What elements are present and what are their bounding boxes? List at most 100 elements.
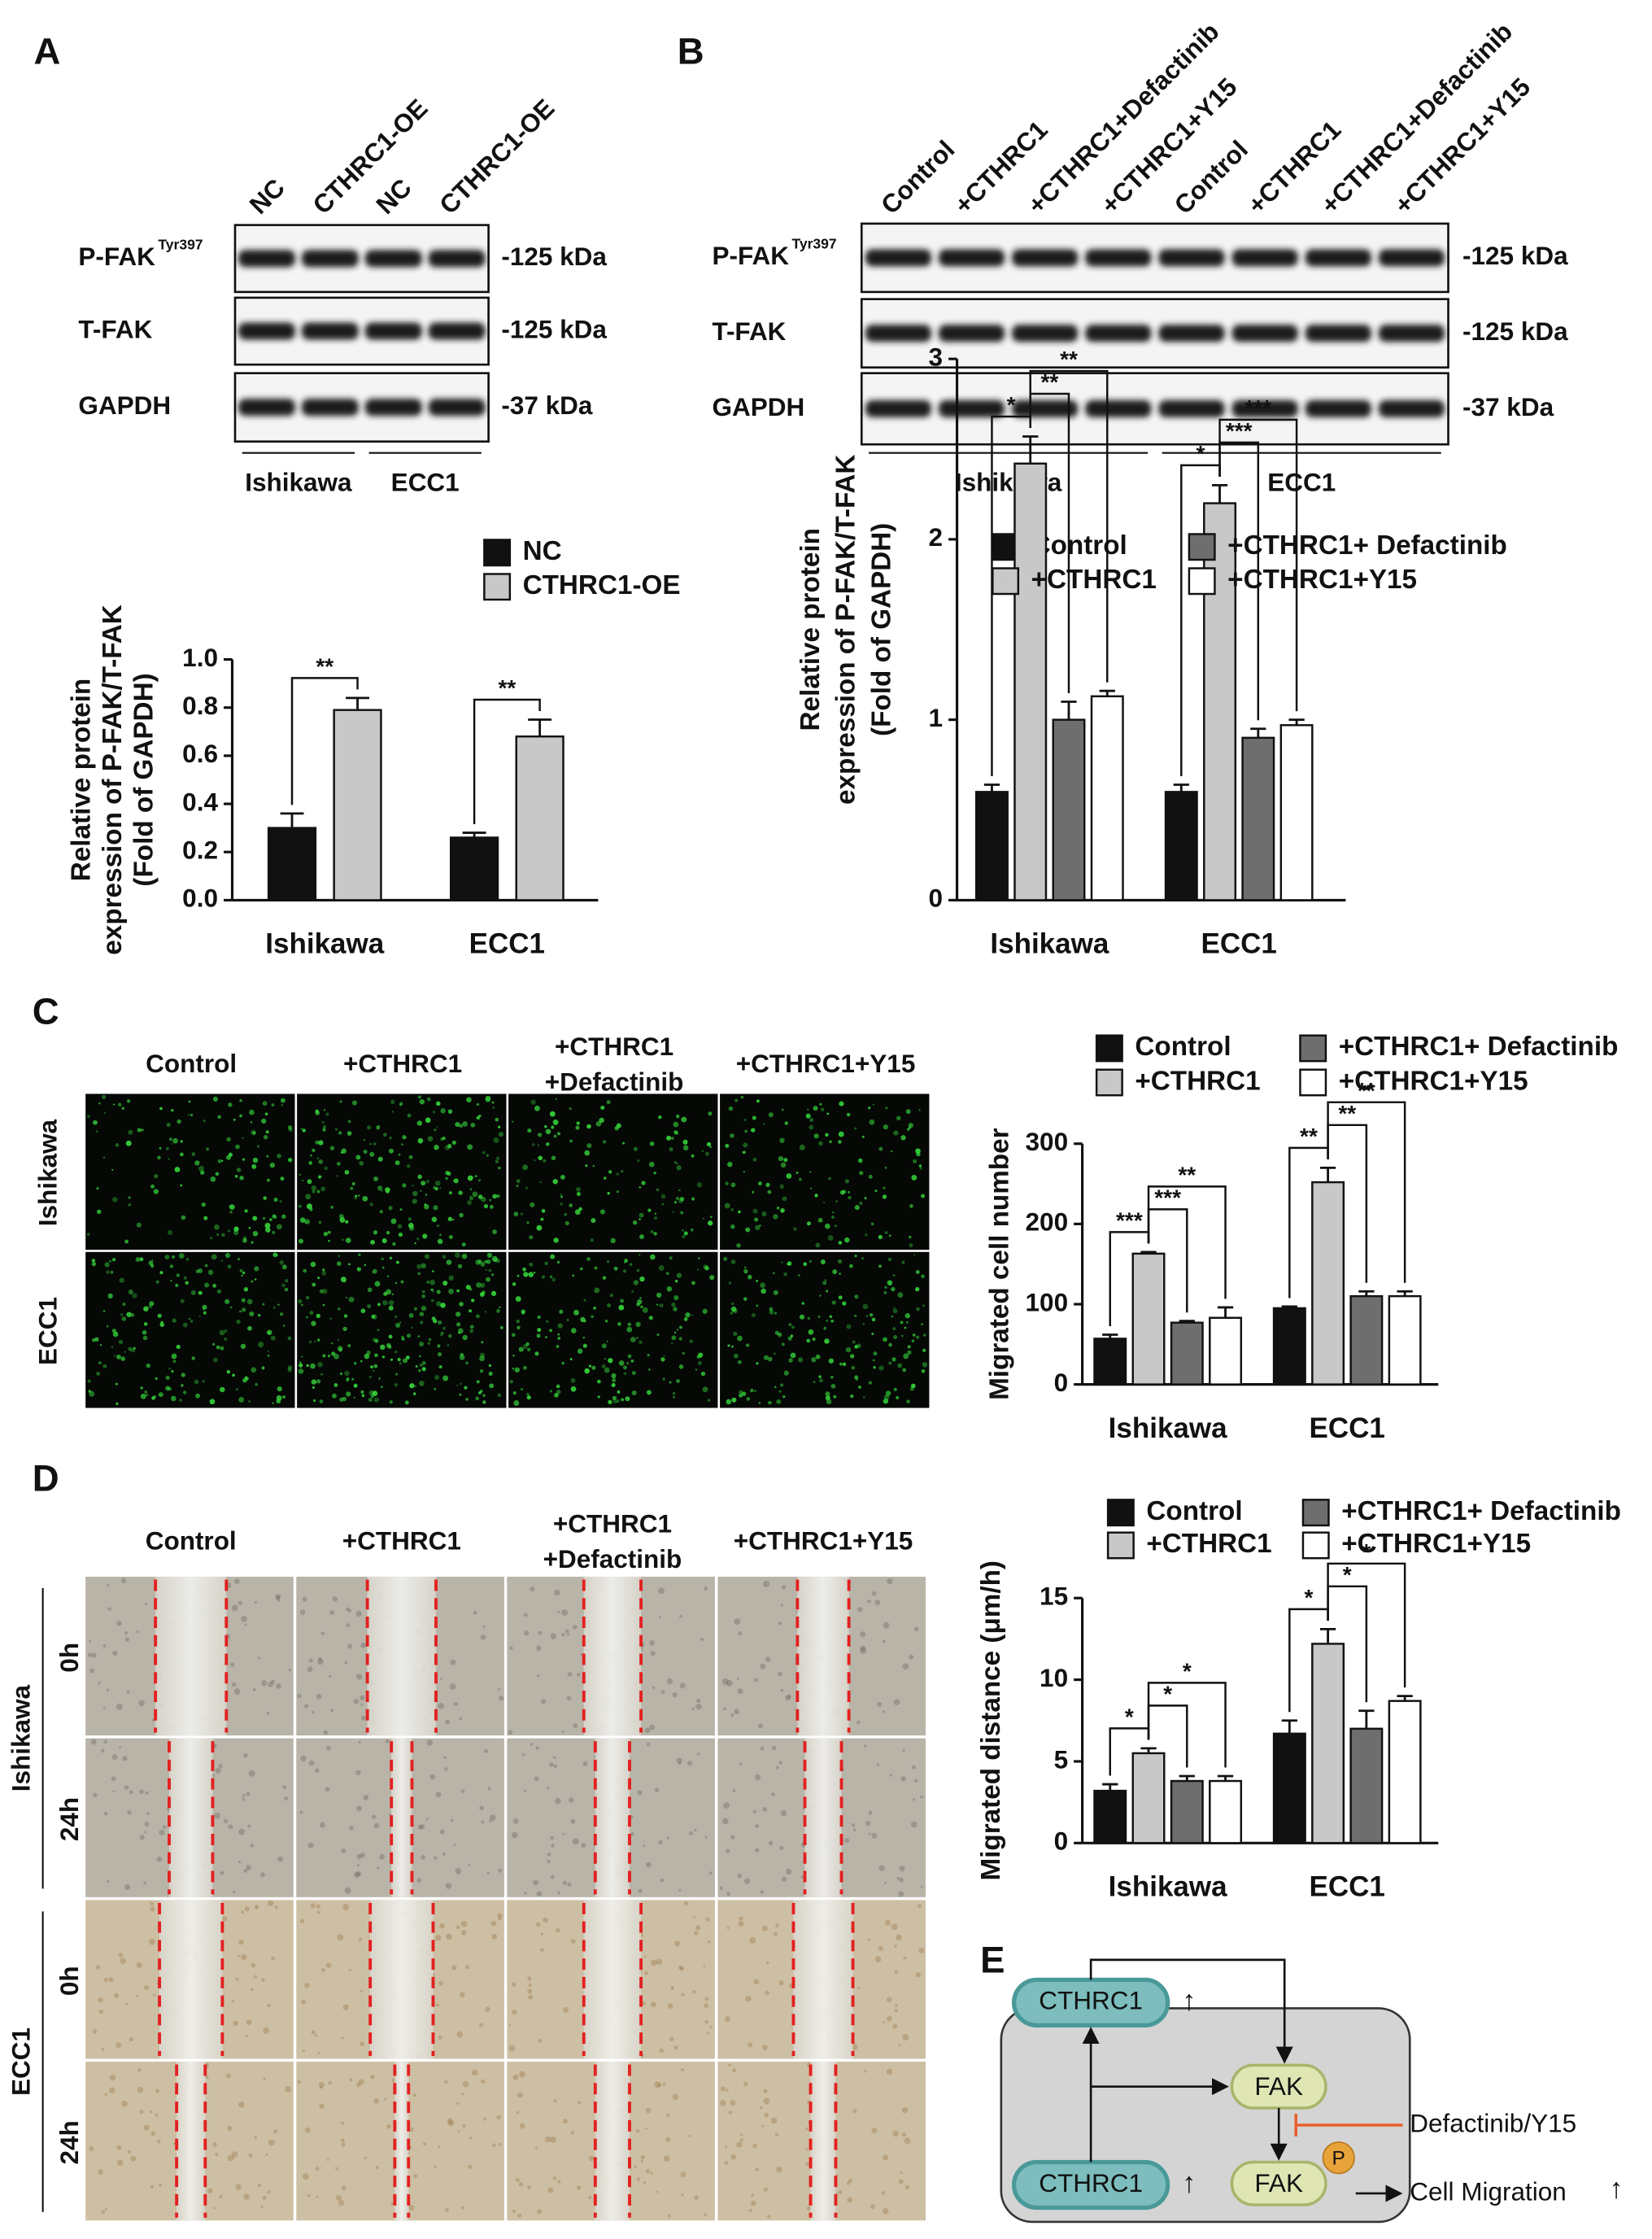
texture <box>867 1938 870 1941</box>
cell-dot <box>389 1148 394 1154</box>
texture <box>894 1970 899 1975</box>
cell-dot <box>616 1399 620 1403</box>
texture <box>473 1610 477 1615</box>
cell-dot <box>612 1395 617 1401</box>
y-axis-label: (Fold of GAPDH) <box>866 523 896 736</box>
texture <box>151 1718 155 1722</box>
cell-dot <box>825 1395 830 1401</box>
cell-dot <box>277 1386 282 1392</box>
cell-dot <box>229 1204 235 1211</box>
legend-label: +CTHRC1 <box>1146 1529 1271 1559</box>
cell-dot <box>864 1197 867 1200</box>
cell-dot <box>267 1354 270 1357</box>
micrograph <box>720 1251 930 1408</box>
column-label: +CTHRC1+Y15 <box>736 1049 916 1078</box>
cell-dot <box>128 1289 133 1294</box>
cell-dot <box>214 1224 220 1230</box>
x-tick-label: ECC1 <box>1310 1871 1385 1903</box>
cell-dot <box>369 1151 375 1157</box>
cell-dot <box>165 1146 169 1150</box>
cell-dot <box>269 1162 275 1168</box>
texture <box>739 1762 743 1766</box>
cell-dot <box>854 1294 859 1299</box>
cell-dot <box>235 1144 240 1150</box>
cell-dot <box>320 1186 326 1192</box>
cell-dot <box>488 1268 492 1272</box>
texture <box>567 1882 572 1887</box>
cell-dot <box>436 1301 442 1307</box>
panel-label: A <box>33 31 60 72</box>
texture <box>726 1679 733 1687</box>
cell-dot <box>202 1380 205 1383</box>
cell-dot <box>458 1190 463 1195</box>
cell-dot <box>499 1325 503 1329</box>
texture <box>547 1860 551 1864</box>
texture <box>90 1739 97 1745</box>
texture <box>508 1730 513 1735</box>
cell-dot <box>616 1172 619 1176</box>
cell-dot <box>883 1290 887 1294</box>
cell-dot <box>683 1231 688 1236</box>
texture <box>310 1903 316 1909</box>
cell-dot <box>345 1220 349 1224</box>
cell-dot <box>793 1227 797 1231</box>
cell-dot <box>579 1267 583 1271</box>
texture <box>704 2003 708 2008</box>
texture <box>220 1870 224 1875</box>
cell-dot <box>228 1152 233 1157</box>
cell-dot <box>133 1346 136 1351</box>
texture <box>871 2128 878 2134</box>
texture <box>129 1790 133 1795</box>
cell-dot <box>827 1235 834 1242</box>
texture <box>665 2136 671 2142</box>
texture <box>688 2134 691 2137</box>
cell-dot <box>580 1316 586 1323</box>
texture <box>680 1966 684 1971</box>
cell-dot <box>817 1217 823 1223</box>
texture <box>455 1868 462 1875</box>
cell-dot <box>606 1340 608 1343</box>
texture <box>254 2136 258 2140</box>
cell-dot <box>557 1323 563 1329</box>
cell-dot <box>763 1123 765 1125</box>
cell-dot <box>337 1338 340 1342</box>
texture <box>421 1854 426 1860</box>
texture <box>344 1887 351 1894</box>
cell-dot <box>851 1365 856 1370</box>
cell-dot <box>421 1367 426 1371</box>
texture <box>118 1953 124 1957</box>
texture <box>112 1650 118 1656</box>
cell-dot <box>190 1320 194 1323</box>
texture <box>724 2161 729 2165</box>
cell-dot <box>607 1303 612 1308</box>
texture <box>871 1591 877 1596</box>
cell-dot <box>741 1391 747 1396</box>
cell-dot <box>350 1186 354 1190</box>
cell-dot <box>512 1282 517 1286</box>
cell-dot <box>846 1324 852 1329</box>
texture <box>683 1901 689 1906</box>
cell-dot <box>219 1386 225 1393</box>
cell-dot <box>639 1218 641 1220</box>
cell-dot <box>682 1234 686 1238</box>
cell-dot <box>113 1355 116 1357</box>
cell-dot <box>168 1368 171 1370</box>
cell-dot <box>121 1106 124 1111</box>
texture <box>481 1820 485 1824</box>
texture <box>508 2023 512 2027</box>
texture <box>341 1848 347 1853</box>
cell-dot <box>257 1145 259 1148</box>
cell-dot <box>591 1218 596 1224</box>
texture <box>730 1713 734 1717</box>
texture <box>562 2119 568 2124</box>
cell-dot <box>639 1297 642 1299</box>
texture <box>316 2195 319 2198</box>
cell-dot <box>852 1340 856 1344</box>
band <box>1231 249 1298 267</box>
cell-dot <box>629 1263 633 1267</box>
cell-dot <box>799 1144 805 1150</box>
cell-dot <box>241 1274 243 1277</box>
texture <box>748 2208 752 2212</box>
cell-dot <box>743 1150 747 1154</box>
texture <box>771 1745 777 1751</box>
